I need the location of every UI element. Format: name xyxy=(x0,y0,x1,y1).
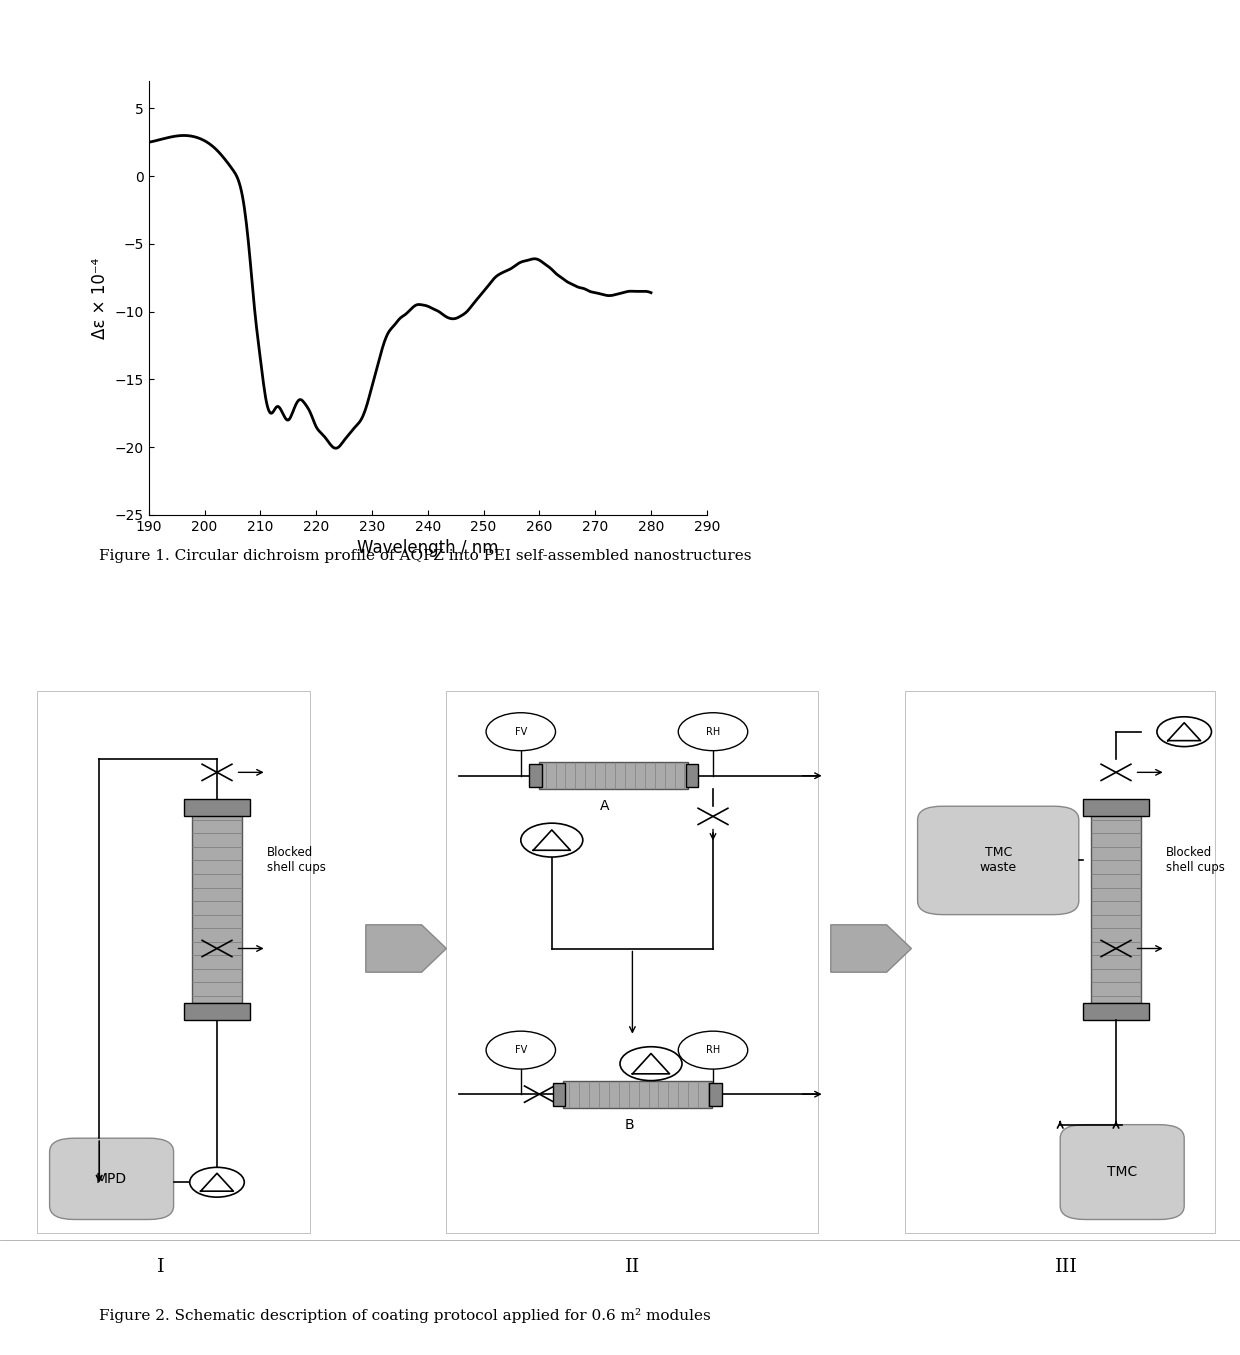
Text: Figure 2. Schematic description of coating protocol applied for 0.6 m² modules: Figure 2. Schematic description of coati… xyxy=(99,1308,711,1322)
Text: TMC: TMC xyxy=(1107,1165,1137,1179)
Bar xyxy=(1091,813,1141,1003)
Circle shape xyxy=(620,1046,682,1081)
FancyBboxPatch shape xyxy=(918,806,1079,915)
Circle shape xyxy=(190,1167,244,1198)
Text: RH: RH xyxy=(706,1045,720,1056)
Bar xyxy=(563,1081,712,1108)
Bar xyxy=(446,691,818,1233)
Text: B: B xyxy=(625,1118,635,1131)
Text: II: II xyxy=(625,1257,640,1276)
Circle shape xyxy=(486,713,556,751)
Circle shape xyxy=(678,713,748,751)
Circle shape xyxy=(1157,717,1211,747)
Text: Figure 1. Circular dichroism profile of AQPZ into PEI self-assembled nanostructu: Figure 1. Circular dichroism profile of … xyxy=(99,549,751,562)
Bar xyxy=(905,691,1215,1233)
Text: Blocked
shell cups: Blocked shell cups xyxy=(267,847,325,874)
Text: RH: RH xyxy=(706,726,720,737)
Text: III: III xyxy=(1055,1257,1078,1276)
Bar xyxy=(184,1003,250,1019)
Text: MPD: MPD xyxy=(95,1172,128,1186)
FancyBboxPatch shape xyxy=(50,1138,174,1220)
Text: FV: FV xyxy=(515,726,527,737)
Text: A: A xyxy=(600,799,610,813)
Bar xyxy=(539,762,688,789)
Text: I: I xyxy=(157,1257,165,1276)
Text: TMC
waste: TMC waste xyxy=(980,847,1017,874)
X-axis label: Wavelength / nm: Wavelength / nm xyxy=(357,539,498,557)
Bar xyxy=(37,691,310,1233)
Bar xyxy=(686,764,698,787)
Bar xyxy=(1083,1003,1149,1019)
Text: Blocked
shell cups: Blocked shell cups xyxy=(1166,847,1224,874)
Circle shape xyxy=(678,1031,748,1069)
FancyArrow shape xyxy=(831,924,911,973)
Y-axis label: Δε × 10⁻⁴: Δε × 10⁻⁴ xyxy=(91,257,109,339)
Bar xyxy=(192,813,242,1003)
Bar xyxy=(1083,799,1149,816)
FancyBboxPatch shape xyxy=(1060,1125,1184,1220)
Bar xyxy=(553,1083,565,1106)
Circle shape xyxy=(486,1031,556,1069)
Bar xyxy=(184,799,250,816)
Bar xyxy=(709,1083,722,1106)
Bar xyxy=(529,764,542,787)
FancyArrow shape xyxy=(366,924,446,973)
Text: FV: FV xyxy=(515,1045,527,1056)
Circle shape xyxy=(521,822,583,856)
